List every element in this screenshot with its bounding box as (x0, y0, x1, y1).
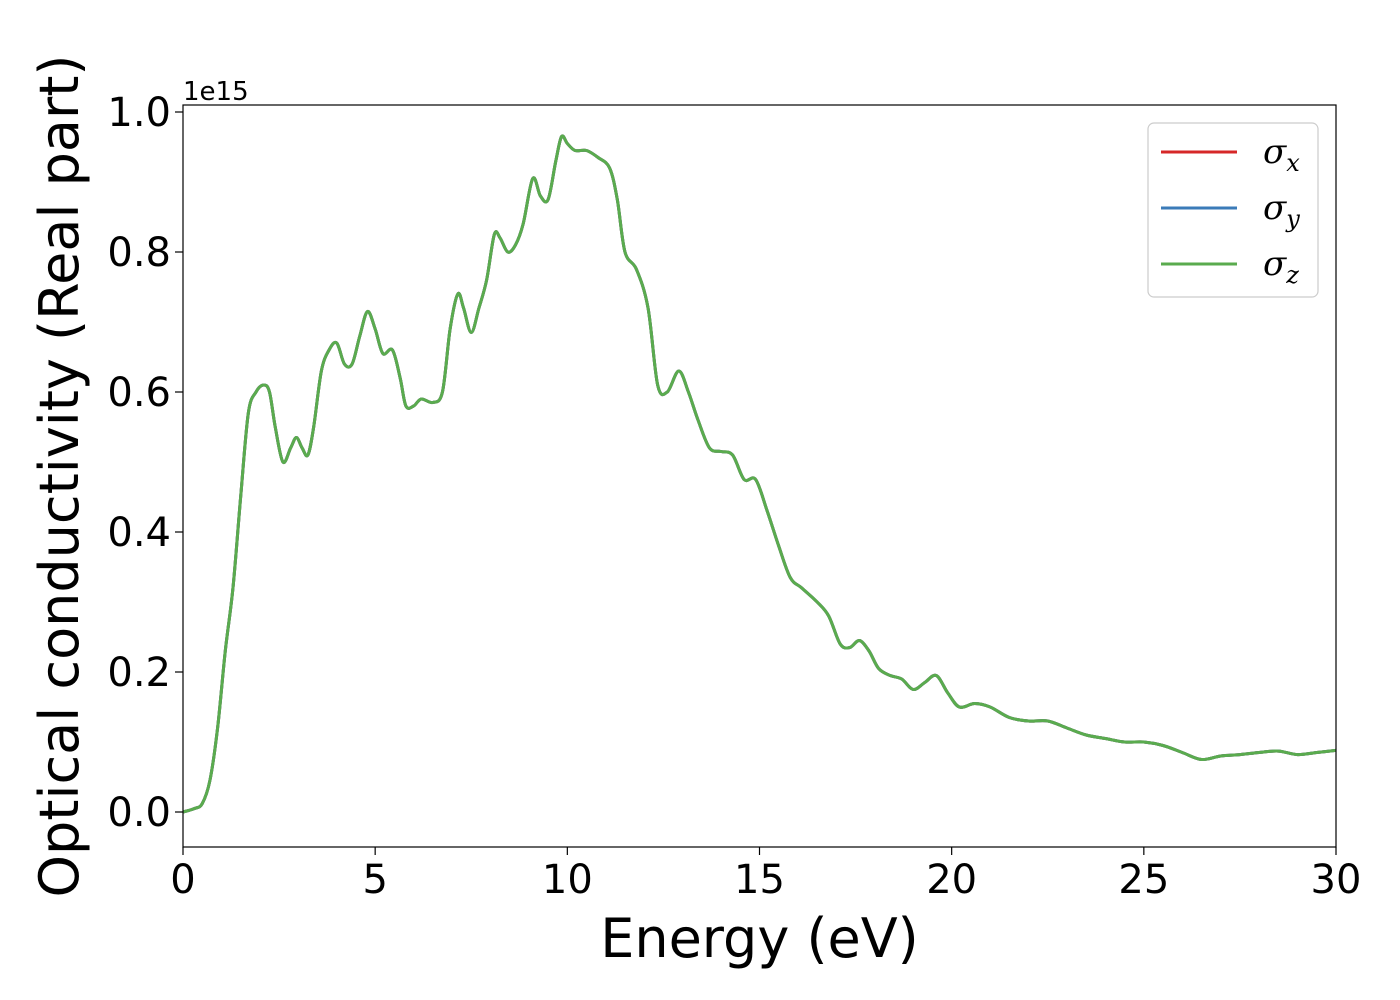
y-axis: 0.0 0.2 0.4 0.6 0.8 1.0 (107, 90, 183, 836)
x-axis: 0 5 10 15 20 25 30 (170, 847, 1361, 903)
x-tick-label: 10 (542, 857, 593, 903)
x-tick-label: 20 (926, 857, 977, 903)
legend-subscript: x (1286, 149, 1300, 177)
y-tick-label: 0.6 (107, 370, 171, 416)
y-tick-label: 0.8 (107, 230, 171, 276)
legend-label-z: σz (1263, 244, 1299, 289)
x-tick-label: 25 (1118, 857, 1169, 903)
legend-subscript: y (1285, 205, 1300, 233)
legend-subscript: z (1285, 261, 1299, 289)
y-tick-label: 0.4 (107, 510, 171, 556)
legend-label-y: σy (1263, 188, 1300, 233)
x-tick-label: 15 (734, 857, 785, 903)
x-tick-label: 0 (170, 857, 195, 903)
x-tick-label: 5 (362, 857, 387, 903)
legend-symbol: σ (1263, 244, 1287, 284)
y-tick-label: 0.2 (107, 650, 171, 696)
legend-symbol: σ (1263, 132, 1287, 172)
x-axis-title: Energy (eV) (600, 907, 919, 970)
series-layer (183, 134, 1336, 814)
series-line-z (183, 134, 1336, 814)
legend-box (1147, 122, 1319, 298)
x-tick-label: 30 (1311, 857, 1362, 903)
y-axis-title: Optical conductivity (Real part) (28, 55, 91, 898)
y-offset-text: 1e15 (183, 77, 249, 107)
legend-symbol: σ (1263, 188, 1287, 228)
y-tick-label: 0.0 (107, 790, 171, 836)
legend-label-x: σx (1263, 132, 1300, 177)
y-tick-label: 1.0 (107, 90, 171, 136)
